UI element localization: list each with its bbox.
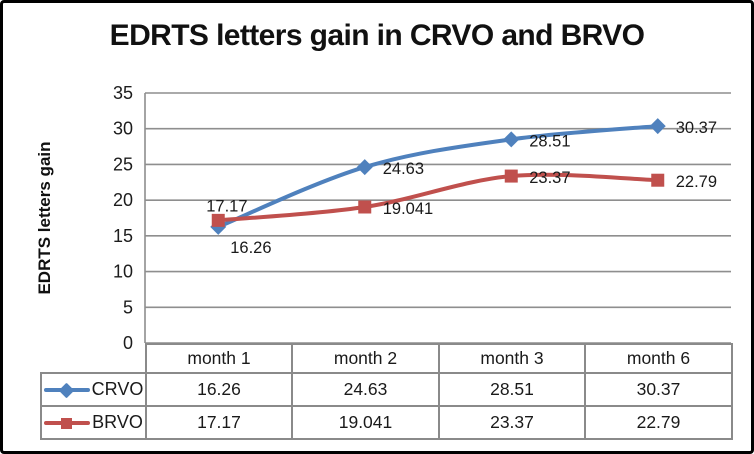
table-corner (41, 344, 146, 373)
square-marker-brvo (504, 169, 518, 183)
y-tick-label: 35 (113, 83, 133, 103)
table-header-row: month 1 month 2 month 3 month 6 (41, 343, 733, 374)
y-tick-label: 5 (123, 297, 133, 317)
diamond-marker-crvo (503, 131, 520, 148)
plot-area: 0 5 10 15 20 25 30 35 16.26 24.63 28.51 30.37 17.17 1… (113, 83, 731, 353)
table-header-cell: month 1 (145, 343, 293, 374)
table-value-cell: 17.17 (145, 405, 293, 440)
y-tick-label: 20 (113, 190, 133, 210)
data-label: 17.17 (206, 197, 247, 215)
table-value-cell: 16.26 (145, 372, 293, 407)
table-value-cell: 19.041 (291, 405, 440, 440)
data-label: 23.37 (529, 169, 570, 187)
legend-label: BRVO (92, 412, 143, 432)
chart-title: EDRTS letters gain in CRVO and BRVO (109, 19, 645, 52)
series-line-crvo (216, 124, 660, 229)
data-label: 30.37 (676, 119, 717, 137)
series-line-brvo (216, 172, 660, 223)
table-value-cell: 30.37 (584, 372, 733, 407)
y-tick-label: 25 (113, 154, 133, 174)
table-row-crvo: CRVO 16.26 24.63 28.51 30.37 (40, 372, 733, 407)
square-marker-brvo (358, 200, 372, 214)
table-header-cell: month 3 (438, 343, 586, 374)
data-label: 22.79 (676, 173, 717, 191)
table-row-brvo: BRVO 17.17 19.041 23.37 22.79 (40, 405, 733, 440)
data-label: 28.51 (529, 132, 570, 150)
legend-key-brvo-icon (44, 416, 91, 430)
table-header-cell: month 2 (291, 343, 440, 374)
table-value-cell: 23.37 (438, 405, 586, 440)
y-tick-label: 0 (123, 333, 133, 353)
table-value-cell: 28.51 (438, 372, 586, 407)
legend-key-crvo-icon (43, 382, 90, 399)
diamond-marker-crvo (356, 159, 373, 176)
square-marker-brvo (211, 213, 225, 227)
y-tick-label: 30 (113, 119, 133, 139)
data-label: 16.26 (230, 239, 271, 257)
data-label: 19.041 (383, 200, 433, 218)
data-table: month 1 month 2 month 3 month 6 CRVO 16.26 24.… (40, 343, 733, 440)
table-header-cell: month 6 (584, 343, 733, 374)
y-tick-label: 15 (113, 226, 133, 246)
legend-cell-crvo: CRVO (40, 372, 147, 407)
table-value-cell: 22.79 (584, 405, 733, 440)
square-marker-brvo (651, 173, 665, 187)
legend-cell-brvo: BRVO (40, 405, 147, 440)
data-label: 24.63 (383, 160, 424, 178)
table-value-cell: 24.63 (291, 372, 440, 407)
diamond-marker-crvo (649, 118, 666, 135)
legend-label: CRVO (91, 379, 144, 399)
y-tick-label: 10 (113, 262, 133, 282)
